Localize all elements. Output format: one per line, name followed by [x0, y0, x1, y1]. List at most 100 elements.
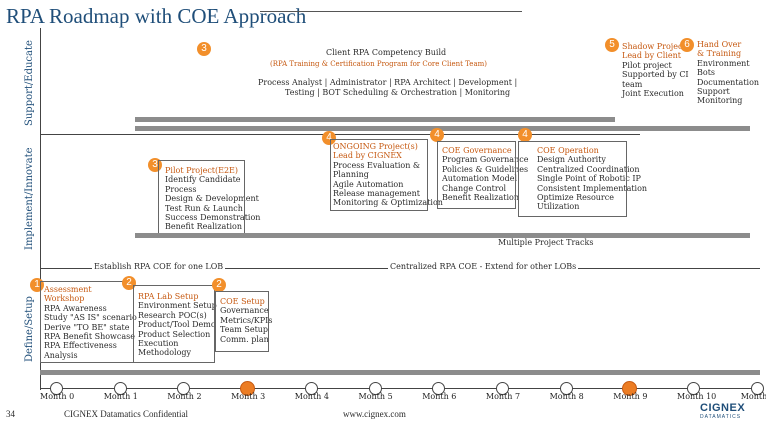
- governance-item: Program Governance: [442, 155, 529, 165]
- rpa-lab-title: RPA Lab Setup: [138, 292, 199, 301]
- coe-governance-title: COE Governance: [442, 146, 512, 155]
- ongoing-item: Release management: [333, 189, 421, 199]
- establish-coe-label: Establish RPA COE for one LOB: [92, 262, 226, 272]
- operation-item: Utilization: [537, 202, 580, 212]
- month-label: Month 2: [167, 392, 202, 401]
- pilot-project-frame: [158, 160, 245, 235]
- shadow-item: Pilot project: [622, 60, 672, 70]
- step-badge-2: 2: [212, 278, 226, 292]
- assessment-item: RPA Awareness: [44, 303, 107, 313]
- month-marker: [495, 382, 509, 395]
- assessment-frame: [40, 281, 134, 363]
- operation-item: Consistent Implementation: [537, 183, 648, 193]
- coe-setup-block: COE Setup Governance Metrics/KPIs Team S…: [220, 297, 272, 344]
- pilot-project-block: Pilot Project(E2E) Identify Candidate Pr…: [165, 166, 260, 232]
- support-roles-line2: Testing | BOT Scheduling & Orchestration…: [285, 88, 511, 97]
- month-marker: [304, 382, 318, 395]
- month-marker: [687, 382, 700, 395]
- footer-confidential: CIGNEX Datamatics Confidential: [64, 409, 188, 419]
- step-badge-4: 4: [430, 128, 444, 142]
- step-badge-4: 4: [322, 131, 336, 145]
- step-badge-6: 6: [680, 38, 694, 52]
- shadow-project-subtitle: Lead by Client: [622, 51, 682, 61]
- month-marker: [432, 382, 446, 395]
- month-marker: [177, 382, 191, 395]
- assessment-subtitle: Workshop: [44, 294, 85, 304]
- lane-axis-line: [40, 28, 41, 390]
- lab-item: Product/Tool Demo: [138, 320, 216, 330]
- logo-wordmark: CIGNEX: [700, 402, 746, 414]
- lab-item: Environment Setup: [138, 301, 217, 311]
- month-label: Month 1: [103, 392, 138, 401]
- timeline-axis: [40, 388, 762, 389]
- month-label: Month 7: [485, 392, 521, 401]
- pilot-item: Benefit Realization: [165, 222, 242, 232]
- governance-item: Change Control: [442, 183, 507, 193]
- handover-title: Hand Over: [697, 40, 742, 49]
- ongoing-item: Planning: [333, 170, 369, 180]
- pilot-item: Identify Candidate: [165, 175, 241, 185]
- support-progress-bar: [135, 117, 615, 122]
- footer-url[interactable]: www.cignex.com: [343, 409, 406, 419]
- handover-subtitle: & Training: [697, 49, 742, 59]
- shadow-item: Joint Execution: [622, 89, 684, 99]
- month-label: Month 4: [294, 392, 329, 401]
- assessment-item: RPA Benefit Showcase: [44, 332, 135, 342]
- support-title: Client RPA Competency Build: [326, 48, 447, 57]
- pilot-item: Test Run & Launch: [165, 203, 243, 213]
- lane-support-label: Support/Educate: [24, 40, 35, 126]
- coe-operation-block: COE Operation Design Authority Centraliz…: [537, 146, 647, 212]
- title-rule: [260, 11, 522, 12]
- handover-item: Environment: [697, 58, 750, 68]
- month-label: Month 11: [740, 392, 766, 401]
- assessment-item: Derive "TO BE" state: [44, 322, 130, 332]
- step-badge-5: 5: [605, 38, 619, 52]
- assessment-item: Study "AS IS" scenario: [44, 313, 137, 323]
- support-subtitle: (RPA Training & Certification Program fo…: [270, 60, 487, 68]
- month-label: Month 6: [422, 392, 457, 401]
- coe-setup-item: Governance: [220, 306, 269, 316]
- handover-item: Bots: [697, 68, 716, 78]
- shadow-item: team: [622, 79, 643, 89]
- month-marker: [368, 382, 382, 395]
- logo-subtext: DATAMATICS: [700, 414, 742, 420]
- lab-item: Methodology: [138, 348, 192, 358]
- handover-item: Support: [697, 87, 730, 97]
- month-marker: [50, 382, 63, 395]
- month-label: Month 3: [231, 392, 266, 401]
- cignex-logo: CIGNEX DATAMATICS: [700, 403, 762, 423]
- step-badge-4: 4: [518, 128, 532, 142]
- project-track-bar: [135, 233, 750, 238]
- assessment-title: Assessment: [44, 285, 92, 294]
- pilot-project-title: Pilot Project(E2E): [165, 166, 239, 175]
- month-label: Month 9: [613, 392, 648, 401]
- implement-top-bar: [135, 126, 750, 131]
- pilot-item: Design & Development: [165, 194, 259, 204]
- step-badge-2: 2: [122, 276, 136, 290]
- ongoing-item: Monitoring & Optimization: [333, 198, 443, 208]
- handover-item: Monitoring: [697, 96, 743, 106]
- support-roles-line1: Process Analyst | Administrator | RPA Ar…: [258, 78, 518, 87]
- operation-item: Optimize Resource: [537, 193, 614, 203]
- coe-operation-frame: [518, 141, 627, 217]
- rpa-lab-block: RPA Lab Setup Environment Setup Research…: [138, 292, 217, 358]
- assessment-block: Assessment Workshop RPA Awareness Study …: [44, 285, 137, 360]
- lab-item: Product Selection: [138, 329, 211, 339]
- month-marker: [622, 381, 638, 396]
- define-progress-bar: [40, 370, 760, 375]
- ongoing-project-subtitle: Lead by CIGNEX: [333, 151, 402, 161]
- month-marker: [750, 382, 764, 395]
- ongoing-item: Agile Automation: [333, 179, 404, 189]
- ongoing-project-title: ONGOING Project(s): [333, 142, 418, 151]
- month-label: Month 10: [677, 392, 717, 401]
- coe-governance-block: COE Governance Program Governance Polici…: [442, 146, 528, 202]
- month-label: Month 0: [40, 392, 75, 401]
- operation-item: Centralized Coordination: [537, 164, 640, 174]
- page-number: 34: [6, 409, 15, 419]
- ongoing-project-frame: [330, 139, 428, 211]
- operation-item: Design Authority: [537, 155, 606, 165]
- month-marker: [559, 382, 573, 395]
- shadow-project-block: Shadow Project Lead by Client Pilot proj…: [622, 42, 689, 98]
- lane-divider-top: [40, 134, 640, 135]
- governance-item: Automation Model: [442, 174, 518, 184]
